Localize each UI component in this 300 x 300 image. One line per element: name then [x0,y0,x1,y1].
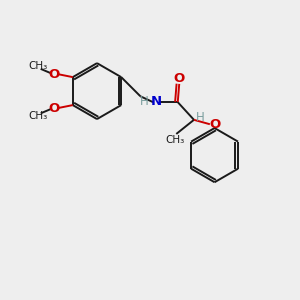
Text: H: H [140,95,148,108]
Text: O: O [48,68,60,81]
Text: O: O [209,118,220,131]
Text: CH₃: CH₃ [28,61,47,71]
Text: O: O [48,101,60,115]
Text: O: O [174,72,185,85]
Text: H: H [196,111,205,124]
Text: CH₃: CH₃ [165,135,184,145]
Text: N: N [151,95,162,108]
Text: CH₃: CH₃ [28,111,47,121]
